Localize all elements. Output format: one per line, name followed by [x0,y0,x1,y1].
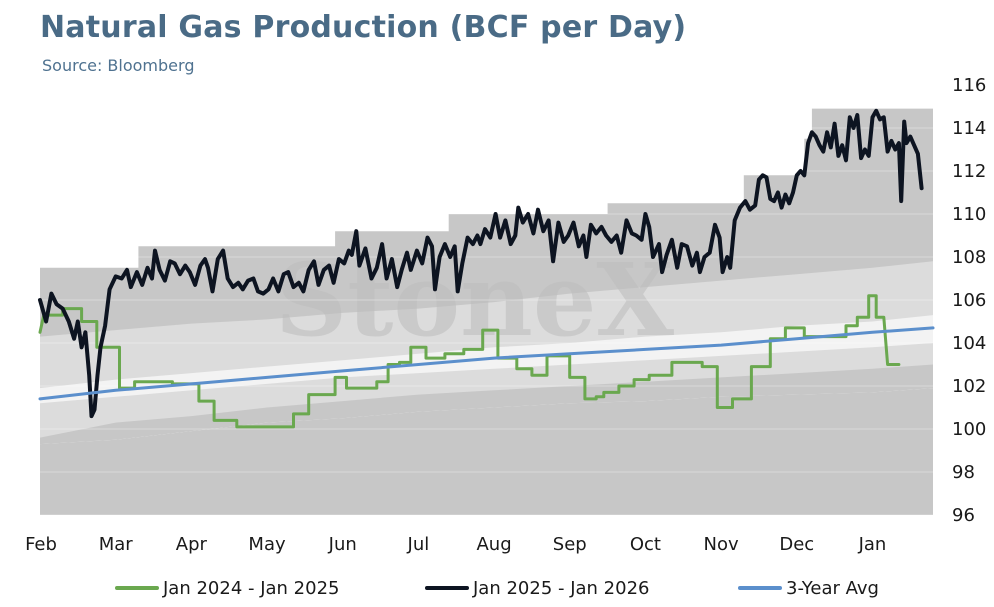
legend-label: Jan 2024 - Jan 2025 [163,577,340,599]
x-axis: Feb Mar Apr May Jun Jul Aug Sep Oct Nov Dec Jan [25,534,886,555]
legend-item-3yr-avg: 3-Year Avg [738,570,879,606]
x-tick-label: Oct [630,534,661,555]
y-tick-label: 106 [952,290,986,311]
series-line-3 [38,326,935,401]
x-tick-label: Apr [176,534,208,555]
y-tick-label: 110 [952,204,986,225]
y-axis: 96 98 100 102 104 106 108 110 112 114 116 [952,75,986,526]
legend-label: Jan 2025 - Jan 2026 [473,577,650,599]
chart-subtitle: Source: Bloomberg [42,56,195,75]
legend: Jan 2024 - Jan 2025 Jan 2025 - Jan 2026 … [0,570,994,606]
y-tick-label: 108 [952,247,986,268]
legend-item-2025: Jan 2025 - Jan 2026 [425,570,650,606]
x-tick-label: Jan [858,534,887,555]
x-tick-label: May [248,534,286,555]
legend-swatch [738,586,782,590]
x-tick-label: Aug [476,534,511,555]
legend-swatch [425,586,469,590]
x-tick-label: Mar [99,534,134,555]
gridlines [40,84,933,516]
legend-swatch [115,586,159,590]
y-tick-label: 112 [952,161,986,182]
y-tick-label: 114 [952,118,986,139]
legend-item-2024: Jan 2024 - Jan 2025 [115,570,340,606]
x-tick-label: Dec [779,534,814,555]
x-tick-label: Nov [704,534,739,555]
legend-label: 3-Year Avg [786,577,879,599]
y-tick-label: 100 [952,419,986,440]
x-tick-label: Feb [25,534,57,555]
series-line-1 [38,294,901,429]
x-tick-label: Sep [553,534,587,555]
y-tick-label: 96 [952,505,975,526]
series-line-2 [38,108,924,419]
y-tick-label: 102 [952,376,986,397]
series-lines [38,108,935,429]
range-band-floor [40,388,933,515]
y-tick-label: 104 [952,333,986,354]
y-tick-label: 98 [952,462,975,483]
chart-title: Natural Gas Production (BCF per Day) [40,10,687,45]
x-tick-label: Jul [407,534,430,555]
x-tick-label: Jun [328,534,357,555]
y-tick-label: 116 [952,75,986,96]
